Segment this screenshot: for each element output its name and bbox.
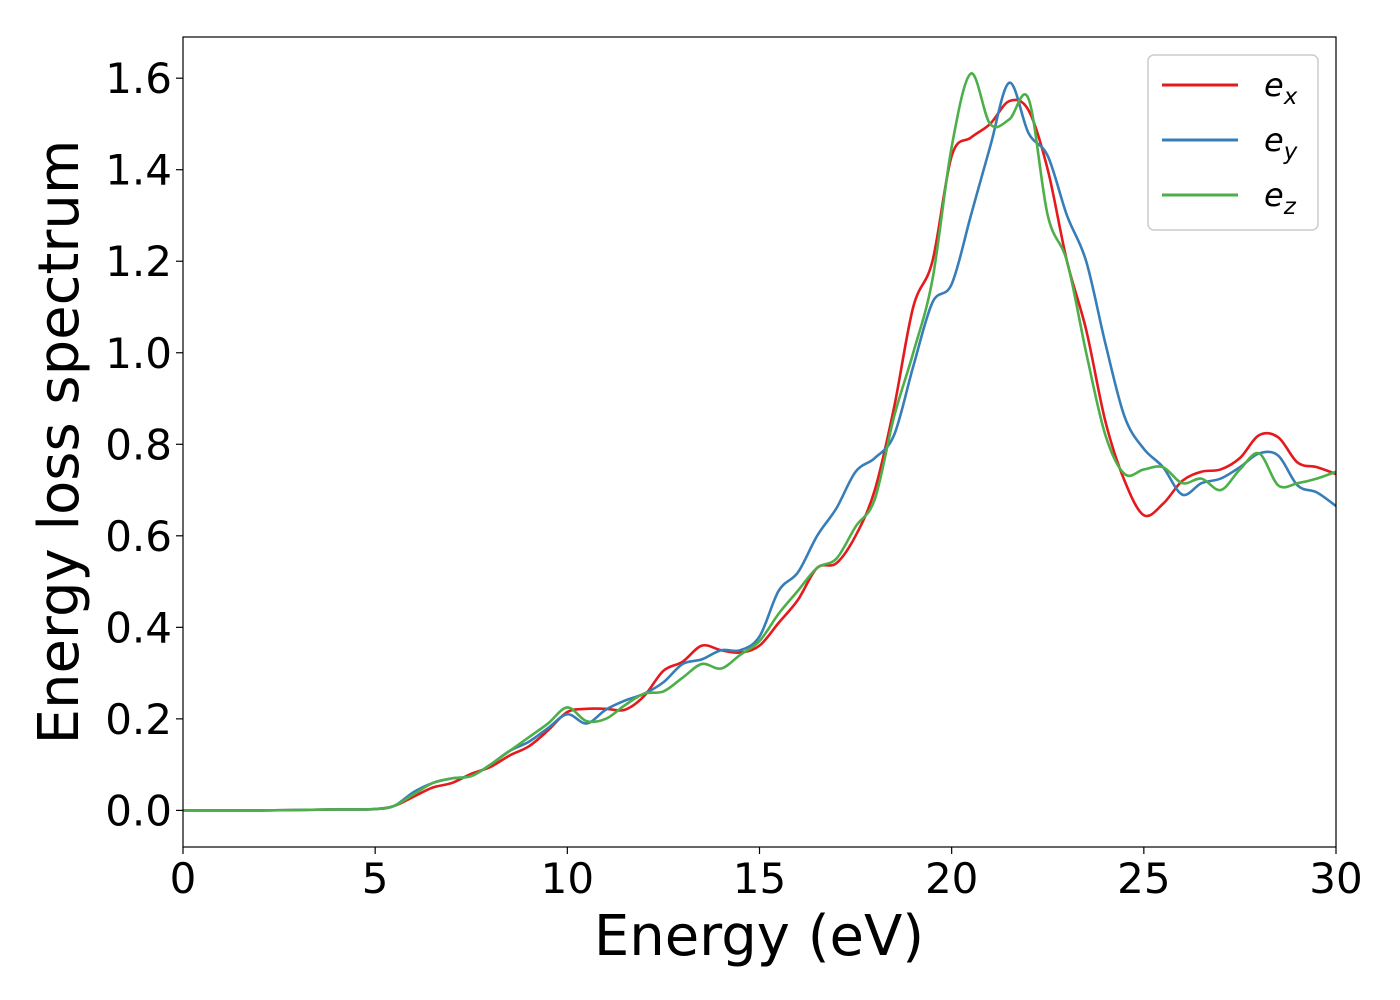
legend-subscript: z xyxy=(1283,194,1297,220)
y-tick-label: 1.4 xyxy=(105,146,172,195)
legend-box xyxy=(1147,54,1319,231)
y-tick-label: 0.6 xyxy=(105,512,172,561)
y-tick-label: 0.0 xyxy=(105,786,172,835)
y-axis-label: Energy loss spectrum xyxy=(27,140,92,745)
legend-subscript: x xyxy=(1283,84,1298,110)
series-layer xyxy=(183,72,1336,812)
x-tick-label: 0 xyxy=(170,854,197,903)
x-tick-label: 25 xyxy=(1117,854,1170,903)
y-tick-label: 1.6 xyxy=(105,54,172,103)
legend-subscript: y xyxy=(1283,139,1298,165)
y-tick-label: 1.0 xyxy=(105,329,172,378)
y-tick-label: 1.2 xyxy=(105,237,172,286)
x-tick-label: 15 xyxy=(733,854,786,903)
y-tick-label: 0.4 xyxy=(105,603,172,652)
y-tick-label: 0.2 xyxy=(105,695,172,744)
series-line-z xyxy=(183,72,1336,812)
x-axis-label: Energy (eV) xyxy=(594,904,924,969)
series-line-x xyxy=(183,98,1336,812)
y-tick-label: 0.8 xyxy=(105,420,172,469)
x-tick-label: 30 xyxy=(1309,854,1362,903)
y-axis: 0.0 0.2 0.4 0.6 0.8 1.0 1.2 1.4 1.6 xyxy=(105,54,183,835)
x-tick-label: 20 xyxy=(925,854,978,903)
x-axis: 0 5 10 15 20 25 30 xyxy=(170,847,1363,903)
x-tick-label: 5 xyxy=(362,854,389,903)
x-tick-label: 10 xyxy=(541,854,594,903)
